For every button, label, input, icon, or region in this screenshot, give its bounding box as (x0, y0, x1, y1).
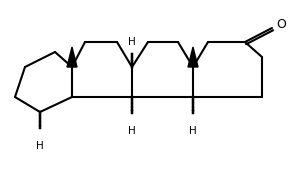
Text: H: H (128, 126, 136, 136)
Polygon shape (67, 47, 77, 67)
Text: O: O (276, 17, 286, 31)
Text: H: H (189, 126, 197, 136)
Polygon shape (188, 47, 198, 67)
Text: H: H (36, 141, 44, 151)
Text: H: H (128, 37, 136, 47)
